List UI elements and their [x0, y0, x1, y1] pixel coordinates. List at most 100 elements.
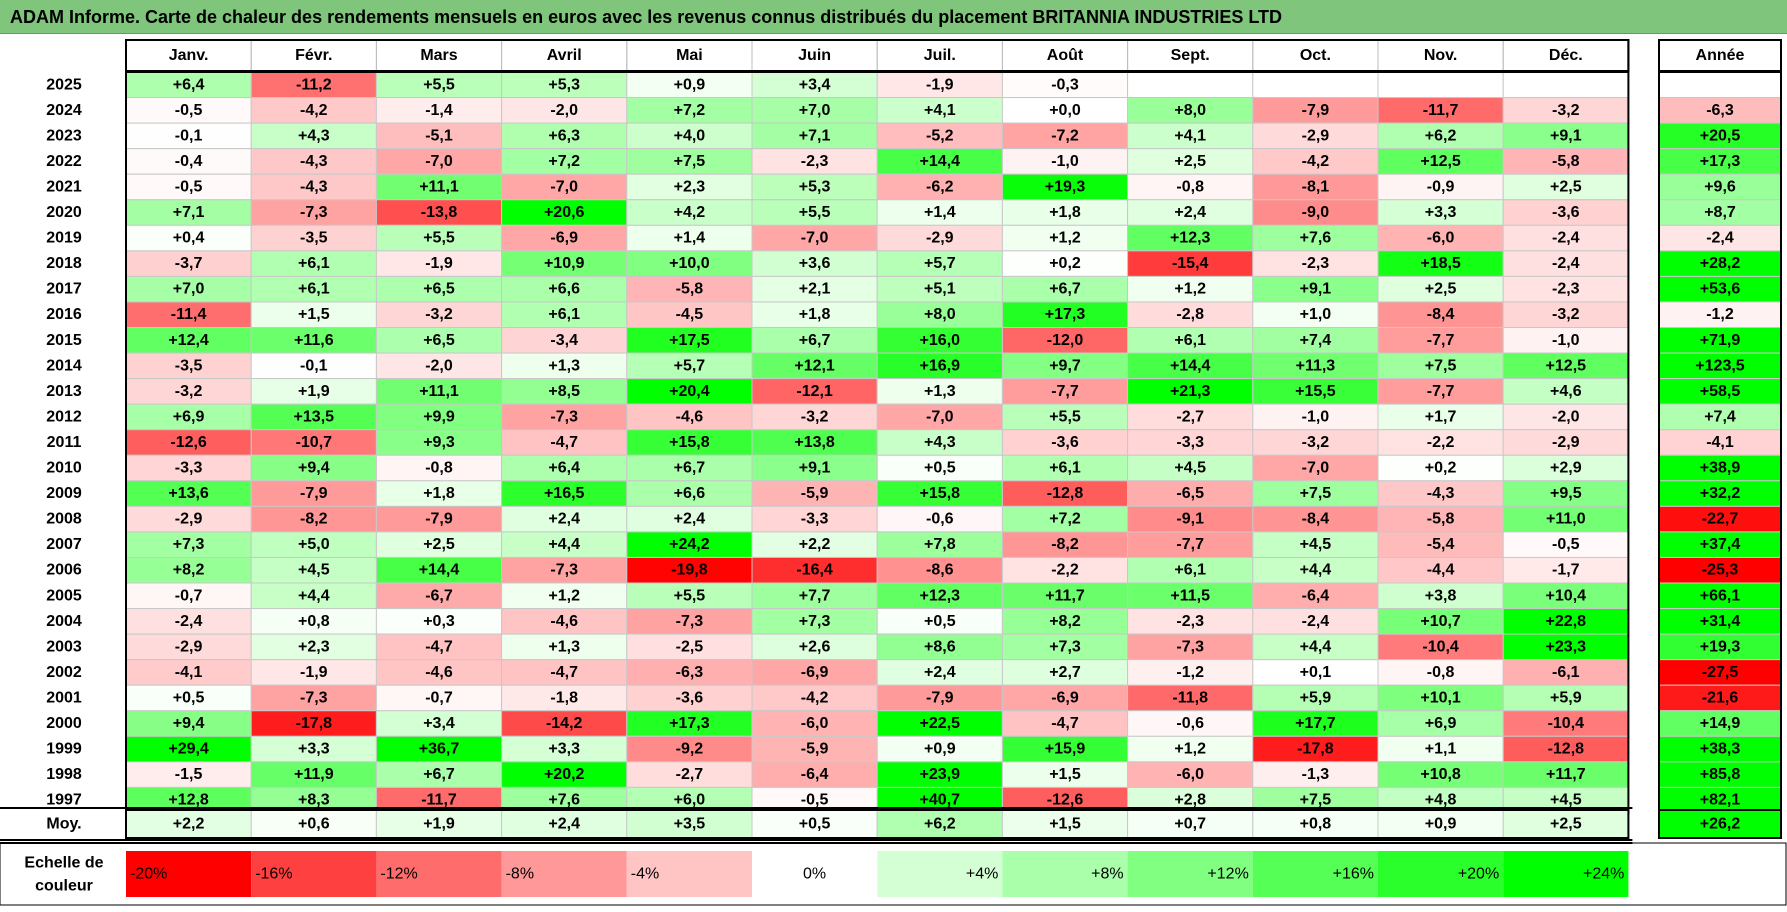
heatmap-cell [626, 224, 753, 252]
row-year-label: 2008 [46, 511, 82, 528]
scale-swatch-label: -16% [255, 866, 292, 883]
heatmap-cell-value: +1,8 [799, 306, 831, 323]
heatmap-cell [125, 199, 252, 226]
heatmap-cell-value: -4,2 [801, 689, 829, 706]
heatmap-cell-value: +2,5 [1550, 178, 1582, 195]
heatmap-cell [1001, 122, 1129, 150]
heatmap-cell [1377, 97, 1504, 124]
heatmap-cell-value: -2,9 [926, 230, 954, 247]
heatmap-cell-value: -12,1 [796, 383, 833, 400]
heatmap-cell-value: -11,4 [171, 306, 207, 323]
heatmap-cell-value: -4,6 [676, 408, 704, 425]
scale-swatch-label: +8% [1091, 866, 1123, 883]
heatmap-cell [1127, 633, 1254, 661]
heatmap-cell [1127, 199, 1254, 226]
heatmap-cell-value: +2,4 [1174, 204, 1206, 221]
heatmap-cell [1502, 173, 1629, 201]
heatmap-cell-value: -3,5 [175, 357, 203, 374]
heatmap-cell [1377, 71, 1504, 99]
heatmap-cell-value: +10,0 [669, 255, 710, 272]
heatmap-cell-value: -8,4 [1427, 306, 1455, 323]
annual-cell-value: +38,3 [1700, 741, 1741, 758]
heatmap-cell-value: +11,7 [1045, 587, 1085, 604]
heatmap-cell-value: -2,8 [1176, 306, 1204, 323]
heatmap-cell-value: +0,0 [1049, 102, 1081, 119]
heatmap-cell-value: -7,7 [1427, 332, 1455, 349]
heatmap-cell [1127, 531, 1254, 558]
heatmap-cell [1127, 224, 1254, 252]
heatmap-cell [1252, 327, 1379, 354]
heatmap-cell-value: -1,8 [550, 689, 578, 706]
heatmap-cell-value: -8,2 [300, 511, 328, 528]
heatmap-cell [250, 582, 377, 610]
row-year-label: 2016 [46, 306, 82, 323]
heatmap-cell-value: -5,4 [1427, 536, 1455, 553]
heatmap-cell [1252, 301, 1379, 329]
annual-cell-value: +31,4 [1700, 613, 1741, 630]
scale-swatch-label: +20% [1458, 866, 1499, 883]
heatmap-cell-value: +24,2 [669, 536, 710, 553]
heatmap-cell [1502, 454, 1629, 482]
heatmap-cell-value: -11,7 [421, 792, 457, 809]
row-year-label: 2025 [46, 76, 82, 93]
heatmap-cell-value: +8,2 [1049, 613, 1081, 630]
heatmap-cell-value: +6,1 [298, 255, 330, 272]
heatmap-cell [375, 301, 503, 329]
heatmap-cell-value: -0,1 [300, 357, 328, 374]
heatmap-cell [876, 301, 1003, 329]
annual-header-cell [1658, 39, 1782, 72]
heatmap-cell-value: +11,1 [419, 178, 459, 195]
heatmap-cell-value: -6,3 [676, 664, 704, 681]
heatmap-cell [626, 480, 753, 507]
heatmap-cell-value: +8,0 [924, 306, 956, 323]
heatmap-cell [1127, 429, 1254, 456]
annual-cell-value: +82,1 [1700, 792, 1741, 809]
annual-cell-value: -22,7 [1702, 511, 1739, 528]
heatmap-cell [1502, 327, 1629, 354]
heatmap-cell-value: -2,9 [175, 638, 203, 655]
scale-swatch [1002, 851, 1128, 897]
heatmap-cell-value: +19,3 [1045, 178, 1086, 195]
heatmap-cell-value: -2,3 [1302, 255, 1330, 272]
scale-swatch [877, 851, 1003, 897]
heatmap-cell-value: -2,0 [550, 102, 578, 119]
heatmap-cell-value: -1,2 [1176, 664, 1204, 681]
heatmap-cell-value: +16,9 [920, 357, 961, 374]
heatmap-cell-value: -9,2 [676, 741, 704, 758]
heatmap-cell-value: -8,1 [1302, 178, 1330, 195]
heatmap-cell-value: +6,1 [298, 281, 330, 298]
heatmap-cell-value: -4,6 [550, 613, 578, 630]
heatmap-cell-value: -14,2 [546, 715, 583, 732]
average-cell-value: +0,6 [298, 816, 330, 833]
heatmap-cell [125, 480, 252, 507]
heatmap-cell [876, 250, 1003, 277]
heatmap-cell [751, 480, 878, 507]
heatmap-cell-value: +2,4 [548, 511, 580, 528]
heatmap-cell-value: +0,4 [173, 230, 205, 247]
annual-cell [1658, 148, 1782, 175]
heatmap-cell-value: +1,2 [1174, 741, 1206, 758]
annual-cell [1658, 454, 1782, 482]
heatmap-cell-value: -7,3 [1176, 638, 1204, 655]
heatmap-cell-value: -7,0 [550, 178, 578, 195]
heatmap-cell-value: +8,6 [924, 638, 956, 655]
heatmap-cell [876, 480, 1003, 507]
heatmap-cell-value: +0,8 [298, 613, 330, 630]
average-cell-value: +0,7 [1174, 816, 1206, 833]
heatmap-cell [876, 148, 1003, 175]
heatmap-cell-value: -17,8 [296, 715, 333, 732]
annual-cell-value: +19,3 [1700, 638, 1741, 655]
row-year-label: 2005 [46, 587, 82, 604]
heatmap-cell-value: +6,1 [1174, 562, 1206, 579]
heatmap-cell [1127, 454, 1254, 482]
heatmap-cell-value: -1,9 [425, 255, 453, 272]
month-header-1: Janv. [169, 47, 209, 64]
heatmap-cell-value: +10,4 [1546, 587, 1587, 604]
heatmap-cell-value: +0,5 [924, 613, 956, 630]
heatmap-cell [250, 608, 377, 635]
heatmap-cell [1252, 761, 1379, 788]
heatmap-cell [250, 735, 377, 763]
heatmap-cell-value: +4,3 [924, 434, 956, 451]
row-year-label: 2017 [46, 281, 82, 298]
heatmap-cell [1001, 378, 1129, 405]
